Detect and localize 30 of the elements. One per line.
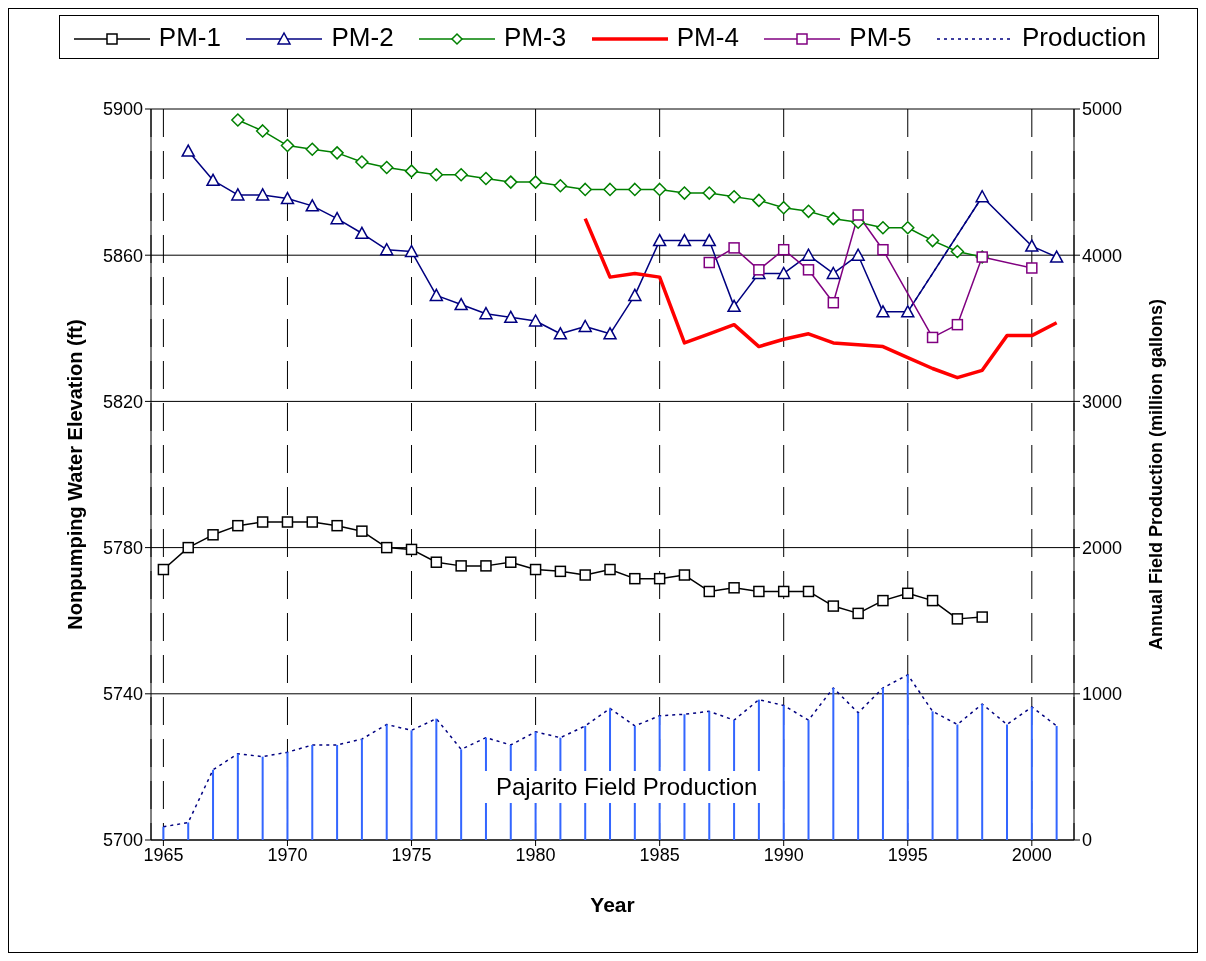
x-tick-label: 1965 [143,844,184,865]
y2-tick-label: 4000 [1082,245,1123,266]
legend-label: PM-3 [504,21,567,52]
legend-label: PM-4 [676,21,739,52]
y2-tick-label: 1000 [1082,684,1123,705]
x-tick-label: 2000 [1011,844,1052,865]
legend-label: PM-5 [849,21,912,52]
y-tick-label: 5740 [102,684,143,705]
y2-tick-label: 3000 [1082,391,1123,412]
legend-label: PM-1 [158,21,221,52]
x-tick-label: 1995 [887,844,928,865]
y2-axis-title: Annual Field Production (million gallons) [1146,299,1167,650]
x-tick-label: 1980 [515,844,556,865]
y2-tick-label: 0 [1082,830,1093,851]
annotation: Pajarito Field Production [484,771,770,803]
x-tick-label: 1985 [639,844,680,865]
y-axis-title: Nonpumping Water Elevation (ft) [64,319,87,630]
x-tick-label: 1975 [391,844,432,865]
y-tick-label: 5700 [102,830,143,851]
y2-tick-label: 5000 [1082,99,1123,120]
y-tick-label: 5820 [102,391,143,412]
legend-label: Production [1021,21,1147,52]
x-tick-label: 1990 [763,844,804,865]
x-tick-label: 1970 [267,844,308,865]
y-tick-label: 5900 [102,99,143,120]
x-axis-title: Year [590,893,635,916]
legend-label: PM-2 [331,21,394,52]
y2-tick-label: 2000 [1082,537,1123,558]
y-tick-label: 5860 [102,245,143,266]
y-tick-label: 5780 [102,537,143,558]
